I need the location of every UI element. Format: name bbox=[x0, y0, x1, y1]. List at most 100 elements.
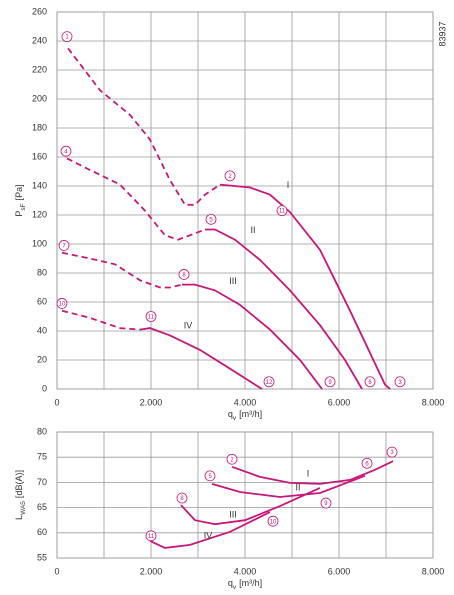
y-tick-label: 220 bbox=[32, 64, 47, 74]
y-tick-label: 65 bbox=[37, 502, 47, 512]
y-axis-label-main: P bbox=[14, 211, 24, 217]
y-tick-label: 160 bbox=[32, 151, 47, 161]
x-axis-label-main: q bbox=[228, 409, 233, 419]
x-tick-label: 0 bbox=[54, 566, 59, 576]
y-axis-label-sub: WA5 bbox=[20, 501, 27, 515]
y-axis-label: PsF [Pa] bbox=[14, 184, 27, 216]
x-axis-label-unit: [m³/h] bbox=[239, 578, 262, 588]
marker-label: 10 bbox=[270, 519, 277, 525]
line bbox=[211, 474, 366, 498]
x-tick-label: 8.000 bbox=[422, 397, 445, 407]
marker-circle bbox=[361, 457, 373, 469]
y-tick-label: 40 bbox=[37, 325, 47, 335]
marker-circle bbox=[56, 298, 68, 309]
y-tick-label: 240 bbox=[32, 35, 47, 45]
annotation: 83937 bbox=[437, 21, 447, 46]
y-tick-label: 70 bbox=[37, 477, 47, 487]
marker-circle bbox=[178, 269, 190, 280]
y-tick-label: 100 bbox=[32, 238, 47, 248]
y-tick-label: 80 bbox=[37, 426, 47, 436]
y-tick-label: 140 bbox=[32, 180, 47, 190]
y-tick-label: 120 bbox=[32, 209, 47, 219]
marker-label: 5 bbox=[209, 217, 213, 223]
line bbox=[205, 228, 363, 390]
y-tick-label: 60 bbox=[37, 296, 47, 306]
stall-line bbox=[61, 309, 141, 331]
series-label: IV bbox=[184, 321, 193, 331]
x-tick-label: 6.000 bbox=[328, 397, 351, 407]
marker-circle bbox=[176, 492, 188, 504]
x-tick-label: 6.000 bbox=[328, 566, 351, 576]
y-tick-label: 180 bbox=[32, 122, 47, 132]
line bbox=[139, 327, 263, 390]
marker-label: 2 bbox=[230, 457, 234, 463]
stall-line bbox=[66, 157, 206, 241]
y-tick-label: 75 bbox=[37, 452, 47, 462]
marker-label: 6 bbox=[365, 461, 369, 467]
marker-circle bbox=[394, 376, 406, 388]
marker-circle bbox=[61, 31, 73, 43]
marker-label: 6 bbox=[368, 380, 372, 386]
series-label: IV bbox=[204, 530, 213, 540]
marker-circle bbox=[324, 376, 336, 388]
marker-label: 4 bbox=[64, 149, 68, 155]
series-label: I bbox=[307, 468, 310, 478]
x-axis-label: qv [m³/h] bbox=[228, 578, 262, 591]
series-label: I bbox=[287, 180, 290, 190]
stall-line bbox=[67, 47, 221, 206]
marker-label: 2 bbox=[228, 174, 232, 180]
marker-label: 11 bbox=[148, 315, 155, 321]
marker-label: 3 bbox=[398, 380, 402, 386]
x-tick-label: 4.000 bbox=[234, 566, 257, 576]
marker-label: 10 bbox=[59, 302, 66, 308]
marker-circle bbox=[58, 240, 70, 251]
y-axis-label-sub: sF bbox=[20, 203, 27, 210]
x-tick-label: 2.000 bbox=[140, 397, 163, 407]
marker-label: 11 bbox=[279, 209, 286, 215]
y-tick-label: 60 bbox=[37, 527, 47, 537]
marker-circle bbox=[145, 311, 157, 322]
marker-circle bbox=[226, 453, 238, 465]
y-tick-label: 55 bbox=[37, 552, 47, 562]
stall-line bbox=[61, 251, 183, 289]
series-label: II bbox=[296, 482, 301, 492]
x-axis-label-unit: [m³/h] bbox=[239, 409, 262, 419]
marker-label: 1 bbox=[65, 35, 69, 41]
series-label: III bbox=[229, 510, 237, 520]
x-tick-label: 0 bbox=[54, 397, 59, 407]
y-axis-label-unit: [dB(A)] bbox=[14, 470, 24, 498]
y-tick-label: 200 bbox=[32, 93, 47, 103]
y-tick-label: 0 bbox=[42, 383, 47, 393]
marker-circle bbox=[205, 213, 217, 225]
x-tick-label: 8.000 bbox=[422, 566, 445, 576]
marker-circle bbox=[60, 145, 72, 157]
x-axis-label-main: q bbox=[228, 578, 233, 588]
marker-label: 8 bbox=[180, 496, 184, 502]
marker-circle bbox=[267, 515, 279, 527]
line bbox=[180, 487, 321, 526]
y-tick-label: 260 bbox=[32, 6, 47, 16]
y-tick-label: 80 bbox=[37, 267, 47, 277]
marker-label: 8 bbox=[182, 273, 186, 279]
marker-label: 9 bbox=[324, 501, 328, 507]
marker-label: 7 bbox=[62, 244, 66, 250]
marker-circle bbox=[386, 446, 398, 458]
y-axis-label-main: L bbox=[14, 515, 24, 520]
marker-circle bbox=[320, 497, 332, 509]
marker-circle bbox=[364, 376, 376, 388]
series-label: II bbox=[250, 225, 255, 235]
x-axis-label: qv [m³/h] bbox=[228, 409, 262, 422]
marker-circle bbox=[276, 205, 288, 217]
marker-circle bbox=[224, 170, 236, 182]
series-label: III bbox=[229, 276, 237, 286]
x-axis-label-sub: v bbox=[233, 415, 237, 422]
x-tick-label: 4.000 bbox=[234, 397, 257, 407]
marker-circle bbox=[263, 376, 275, 388]
y-axis-label-unit: [Pa] bbox=[14, 184, 24, 200]
y-tick-label: 20 bbox=[37, 354, 47, 364]
line bbox=[182, 283, 323, 390]
x-tick-label: 2.000 bbox=[140, 566, 163, 576]
marker-circle bbox=[145, 530, 157, 542]
y-axis-label: LWA5 [dB(A)] bbox=[14, 470, 27, 520]
